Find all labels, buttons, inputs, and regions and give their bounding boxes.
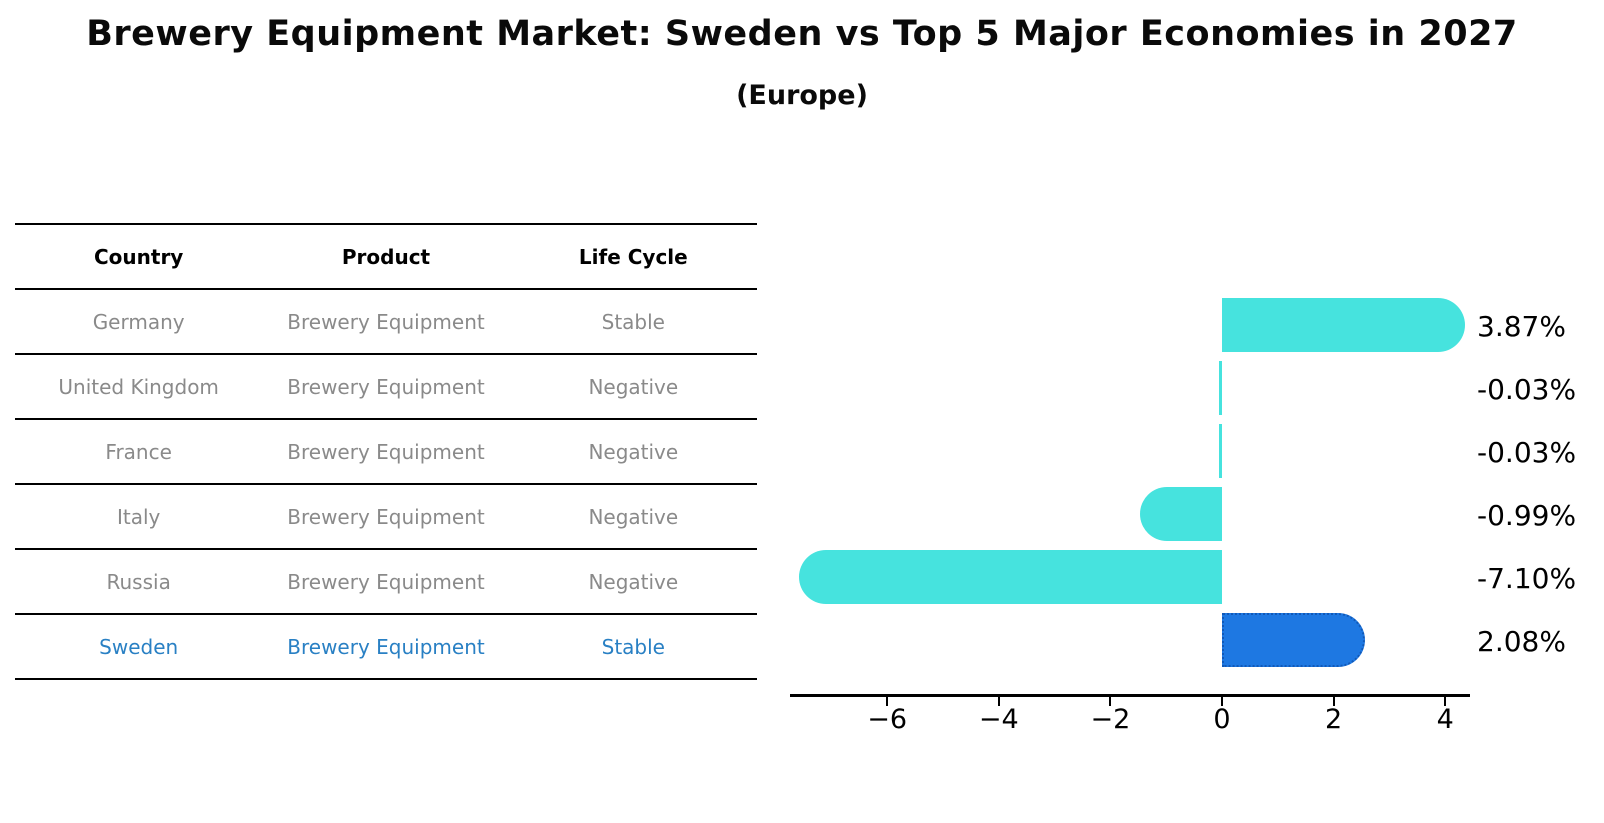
- bar-france: [1219, 424, 1222, 478]
- table-row: Russia Brewery Equipment Negative: [15, 548, 757, 613]
- cell-country: Sweden: [99, 634, 179, 659]
- cell-lifecycle: Stable: [601, 309, 665, 334]
- value-label: -0.03%: [1477, 436, 1577, 469]
- value-label: -0.99%: [1477, 499, 1577, 532]
- x-axis-tick-label: 2: [1325, 704, 1343, 735]
- x-axis-tick-label: −6: [867, 704, 908, 735]
- x-axis-tick-label: −4: [978, 704, 1019, 735]
- cell-lifecycle: Negative: [588, 504, 679, 529]
- x-axis-tick: [1109, 697, 1112, 706]
- cell-product: Brewery Equipment: [287, 569, 485, 594]
- value-label: 3.87%: [1477, 310, 1566, 343]
- table-header-country: Country: [93, 244, 184, 269]
- table-row: France Brewery Equipment Negative: [15, 418, 757, 483]
- value-label: -7.10%: [1477, 562, 1577, 595]
- x-axis-tick: [886, 697, 889, 706]
- page-title: Brewery Equipment Market: Sweden vs Top …: [86, 14, 1518, 54]
- table-row: Italy Brewery Equipment Negative: [15, 483, 757, 548]
- x-axis-tick: [1221, 697, 1223, 706]
- table-row: United Kingdom Brewery Equipment Negative: [15, 353, 757, 418]
- cell-product: Brewery Equipment: [287, 504, 485, 529]
- x-axis-tick-label: 0: [1213, 704, 1231, 735]
- value-label: -0.03%: [1477, 373, 1577, 406]
- value-label: 2.08%: [1477, 625, 1566, 658]
- cell-country: Germany: [92, 309, 185, 334]
- table-header-row: Country Product Life Cycle: [15, 223, 757, 288]
- x-axis-tick-label: 4: [1436, 704, 1454, 735]
- comparison-table: Country Product Life Cycle Germany Brewer…: [15, 223, 757, 680]
- x-axis-line: [790, 694, 1470, 697]
- cell-product: Brewery Equipment: [287, 309, 485, 334]
- x-axis-tick: [997, 697, 1000, 706]
- cell-product: Brewery Equipment: [287, 634, 485, 659]
- cell-lifecycle: Stable: [601, 634, 665, 659]
- bar-sweden: [1222, 613, 1366, 667]
- bar-germany: [1222, 298, 1465, 352]
- cell-lifecycle: Negative: [588, 439, 679, 464]
- x-axis-tick: [1332, 697, 1335, 706]
- bar-italy: [1139, 487, 1222, 541]
- x-axis-tick: [1444, 697, 1447, 706]
- table-row: Germany Brewery Equipment Stable: [15, 288, 757, 353]
- cell-lifecycle: Negative: [588, 374, 679, 399]
- table-row: Sweden Brewery Equipment Stable: [15, 613, 757, 678]
- bar-russia: [798, 550, 1222, 604]
- cell-country: Italy: [116, 504, 161, 529]
- cell-product: Brewery Equipment: [287, 374, 485, 399]
- cell-lifecycle: Negative: [588, 569, 679, 594]
- table-header-lifecycle: Life Cycle: [578, 244, 688, 269]
- table-header-product: Product: [341, 244, 431, 269]
- cell-product: Brewery Equipment: [287, 439, 485, 464]
- page-subtitle: (Europe): [736, 80, 868, 111]
- bar-united-kingdom: [1219, 361, 1222, 415]
- cell-country: United Kingdom: [58, 374, 219, 399]
- x-axis-tick-label: −2: [1090, 704, 1131, 735]
- cell-country: Russia: [106, 569, 171, 594]
- cell-country: France: [105, 439, 172, 464]
